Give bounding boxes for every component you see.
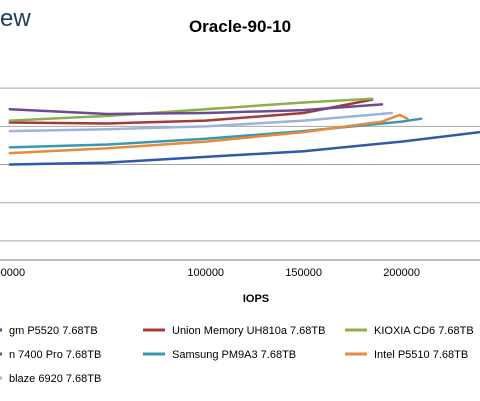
legend-label: blaze 6920 7.68TB: [9, 373, 101, 385]
legend-label: KIOXIA CD6 7.68TB: [374, 325, 474, 337]
series-lines: [8, 97, 480, 166]
legend-label: Intel P5510 7.68TB: [374, 349, 468, 361]
legend: gm P5520 7.68TB Union Memory UH810a 7.68T…: [0, 325, 474, 385]
x-tick-label: 00000: [0, 267, 25, 279]
gridlines: [0, 87, 480, 261]
x-tick-label: 150000: [285, 267, 322, 279]
legend-label: gm P5520 7.68TB: [9, 325, 98, 337]
x-tick-label: 100000: [187, 267, 224, 279]
series-line: [8, 97, 374, 122]
legend-label: Samsung PM9A3 7.68TB: [172, 349, 296, 361]
series-line: [8, 117, 423, 149]
brand-logo-text: ew: [0, 5, 31, 32]
legend-label: Union Memory UH810a 7.68TB: [172, 325, 325, 337]
series-line: [8, 111, 394, 133]
series-line: [8, 113, 409, 155]
chart-title: Oracle-90-10: [189, 17, 291, 36]
legend-label: n 7400 Pro 7.68TB: [9, 349, 101, 361]
x-axis-title: IOPS: [243, 293, 269, 305]
x-tick-label: 200000: [383, 267, 420, 279]
series-line: [8, 130, 480, 166]
x-tick-labels: 00000 100000 150000 200000: [0, 267, 420, 279]
series-line: [8, 103, 384, 116]
